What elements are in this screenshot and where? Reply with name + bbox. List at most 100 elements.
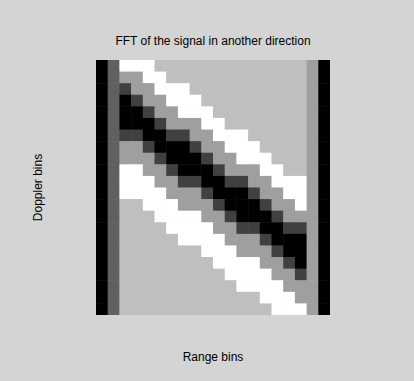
heatmap-cell xyxy=(190,280,202,292)
heatmap-cell xyxy=(295,199,307,211)
heatmap-cell xyxy=(143,257,155,269)
heatmap-cell xyxy=(225,83,237,95)
heatmap-cell xyxy=(131,211,143,223)
heatmap-cell xyxy=(96,72,108,84)
heatmap-cell xyxy=(225,303,237,315)
heatmap-cell xyxy=(190,153,202,165)
heatmap-cell xyxy=(190,245,202,257)
heatmap-cell xyxy=(295,106,307,118)
heatmap-cell xyxy=(131,199,143,211)
heatmap-cell xyxy=(260,60,272,72)
heatmap-cell xyxy=(108,141,120,153)
heatmap-cell xyxy=(143,141,155,153)
heatmap-cell xyxy=(318,234,330,246)
heatmap-cell xyxy=(283,83,295,95)
heatmap-cell xyxy=(178,257,190,269)
heatmap-cell xyxy=(155,211,167,223)
heatmap-cell xyxy=(201,188,213,200)
heatmap-cell xyxy=(225,130,237,142)
heatmap-cell xyxy=(201,199,213,211)
heatmap-cell xyxy=(225,106,237,118)
heatmap-cell xyxy=(307,269,319,281)
heatmap-cell xyxy=(318,118,330,130)
heatmap-cell xyxy=(131,257,143,269)
heatmap-cell xyxy=(143,211,155,223)
heatmap-cell xyxy=(260,280,272,292)
heatmap-cell xyxy=(236,280,248,292)
heatmap-cell xyxy=(248,245,260,257)
heatmap-cell xyxy=(108,234,120,246)
heatmap-cell xyxy=(307,60,319,72)
heatmap-cell xyxy=(272,257,284,269)
chart: FFT of the signal in another directionRa… xyxy=(0,0,414,381)
heatmap-cell xyxy=(260,153,272,165)
heatmap-cell xyxy=(178,141,190,153)
heatmap-cell xyxy=(236,257,248,269)
heatmap-cell xyxy=(248,222,260,234)
heatmap-cell xyxy=(166,269,178,281)
heatmap-cell xyxy=(131,106,143,118)
heatmap-cell xyxy=(155,234,167,246)
heatmap-cell xyxy=(143,269,155,281)
heatmap-cell xyxy=(236,72,248,84)
heatmap-cell xyxy=(295,188,307,200)
heatmap-cell xyxy=(166,106,178,118)
heatmap-cell xyxy=(225,95,237,107)
heatmap-cell xyxy=(178,222,190,234)
heatmap-cell xyxy=(283,245,295,257)
heatmap-cell xyxy=(108,303,120,315)
heatmap-cell xyxy=(236,106,248,118)
heatmap-cell xyxy=(131,95,143,107)
heatmap-cell xyxy=(119,72,131,84)
heatmap-cell xyxy=(236,176,248,188)
heatmap-cell xyxy=(225,280,237,292)
heatmap-cell xyxy=(119,280,131,292)
heatmap-cell xyxy=(155,188,167,200)
heatmap-cell xyxy=(131,118,143,130)
heatmap-cell xyxy=(283,95,295,107)
heatmap-cell xyxy=(318,303,330,315)
heatmap-cell xyxy=(248,60,260,72)
heatmap-cell xyxy=(96,141,108,153)
heatmap-cell xyxy=(295,234,307,246)
heatmap-cell xyxy=(248,164,260,176)
heatmap-cell xyxy=(318,199,330,211)
heatmap-cell xyxy=(166,188,178,200)
heatmap-cell xyxy=(155,222,167,234)
heatmap-cell xyxy=(201,303,213,315)
heatmap-cell xyxy=(236,211,248,223)
heatmap-cell xyxy=(283,188,295,200)
heatmap-cell xyxy=(260,164,272,176)
heatmap-cell xyxy=(131,222,143,234)
heatmap-cell xyxy=(108,118,120,130)
heatmap-cell xyxy=(119,106,131,118)
heatmap-cell xyxy=(119,141,131,153)
heatmap-cell xyxy=(108,188,120,200)
heatmap-cell xyxy=(96,188,108,200)
heatmap-cell xyxy=(307,164,319,176)
heatmap-cell xyxy=(178,118,190,130)
heatmap-cell xyxy=(283,222,295,234)
heatmap-cell xyxy=(166,234,178,246)
heatmap-cell xyxy=(108,106,120,118)
heatmap-cell xyxy=(178,269,190,281)
heatmap-cell xyxy=(131,234,143,246)
heatmap-cell xyxy=(248,234,260,246)
heatmap-cell xyxy=(295,269,307,281)
heatmap-cell xyxy=(166,292,178,304)
heatmap-cell xyxy=(190,292,202,304)
heatmap-cell xyxy=(307,130,319,142)
heatmap-cell xyxy=(178,130,190,142)
heatmap-cell xyxy=(307,303,319,315)
heatmap-cell xyxy=(318,280,330,292)
heatmap-cell xyxy=(213,130,225,142)
heatmap-cell xyxy=(225,269,237,281)
heatmap-cell xyxy=(295,245,307,257)
heatmap-cell xyxy=(131,60,143,72)
heatmap-cell xyxy=(236,153,248,165)
heatmap-cell xyxy=(190,269,202,281)
heatmap-cell xyxy=(108,245,120,257)
heatmap-cell xyxy=(201,176,213,188)
heatmap-cell xyxy=(248,95,260,107)
heatmap-cell xyxy=(295,95,307,107)
